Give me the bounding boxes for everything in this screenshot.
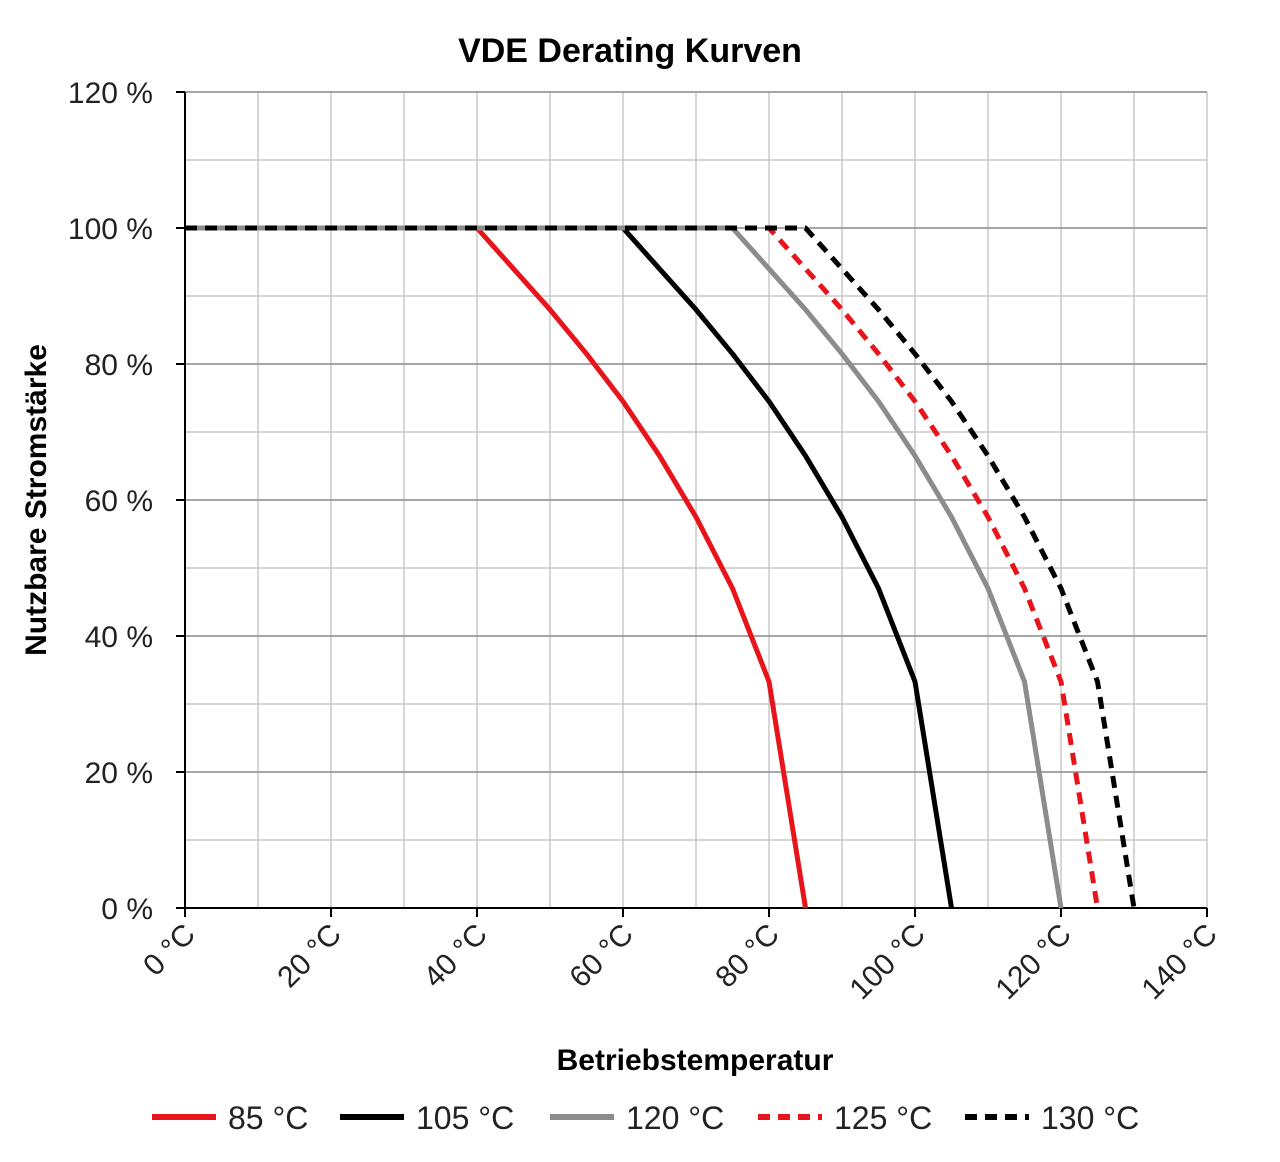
x-tick-label: 140 °C bbox=[1136, 918, 1224, 1006]
legend: 85 °C 105 °C 120 °C 125 °C 130 °C bbox=[152, 1100, 1139, 1136]
x-tick-labels: 0 °C 20 °C 40 °C 60 °C 80 °C 100 °C 120 °C 140 … bbox=[137, 918, 1224, 1006]
x-axis-title: Betriebstemperatur bbox=[557, 1044, 834, 1077]
legend-label-5: 130 °C bbox=[1041, 1100, 1139, 1136]
series-lines bbox=[185, 225, 1137, 909]
x-tick-label: 120 °C bbox=[990, 918, 1078, 1006]
x-tick-label: 80 °C bbox=[709, 918, 786, 995]
y-tick-label: 20 % bbox=[85, 757, 153, 790]
series-line-3 bbox=[185, 225, 1064, 909]
x-tick-label: 40 °C bbox=[417, 918, 494, 995]
y-tick-label: 120 % bbox=[68, 77, 153, 110]
y-tick-labels: 0 % 20 % 40 % 60 % 80 % 100 % 120 % bbox=[68, 77, 153, 926]
x-tick-label: 60 °C bbox=[563, 918, 640, 995]
series-line-2 bbox=[185, 225, 954, 909]
legend-label-4: 125 °C bbox=[834, 1100, 932, 1136]
y-tick-label: 80 % bbox=[85, 349, 153, 382]
y-tick-label: 40 % bbox=[85, 621, 153, 654]
series-line-4 bbox=[185, 225, 1100, 909]
legend-label-1: 85 °C bbox=[228, 1100, 308, 1136]
y-tick-label: 60 % bbox=[85, 485, 153, 518]
x-tick-label: 0 °C bbox=[137, 918, 202, 983]
legend-label-2: 105 °C bbox=[416, 1100, 514, 1136]
y-axis-title: Nutzbare Stromstärke bbox=[20, 344, 53, 656]
series-line-1 bbox=[185, 225, 808, 909]
y-tick-label: 100 % bbox=[68, 213, 153, 246]
series-line-5 bbox=[185, 225, 1137, 909]
legend-label-3: 120 °C bbox=[626, 1100, 724, 1136]
y-tick-label: 0 % bbox=[101, 893, 153, 926]
grid bbox=[185, 91, 1208, 908]
x-tick-label: 20 °C bbox=[271, 918, 348, 995]
x-tick-label: 100 °C bbox=[844, 918, 932, 1006]
chart-title: VDE Derating Kurven bbox=[458, 32, 802, 70]
